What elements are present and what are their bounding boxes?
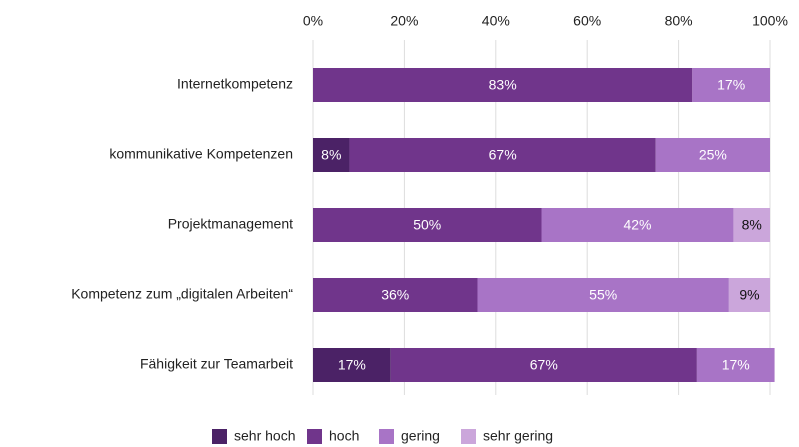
bar-segment xyxy=(733,208,770,242)
value-label: 25% xyxy=(699,147,727,163)
value-label: 67% xyxy=(489,147,517,163)
x-tick-label: 80% xyxy=(665,13,693,29)
bar-segment xyxy=(541,208,734,242)
value-label: 83% xyxy=(489,77,517,93)
value-label: 17% xyxy=(338,357,366,373)
bar-segment xyxy=(349,138,656,172)
value-label: 17% xyxy=(717,77,745,93)
value-label: 42% xyxy=(623,217,651,233)
value-label: 36% xyxy=(381,287,409,303)
bar-segment xyxy=(313,348,391,382)
bar-segment xyxy=(390,348,697,382)
bar-segment xyxy=(728,278,770,312)
legend-swatch xyxy=(307,429,322,444)
legend-swatch xyxy=(379,429,394,444)
bar-segment xyxy=(313,208,542,242)
legend-swatch xyxy=(212,429,227,444)
value-label: 67% xyxy=(530,357,558,373)
value-label: 55% xyxy=(589,287,617,303)
value-label: 8% xyxy=(742,217,762,233)
x-tick-label: 0% xyxy=(303,13,323,29)
category-label: Kompetenz zum „digitalen Arbeiten“ xyxy=(71,286,293,302)
category-label: Internetkompetenz xyxy=(177,76,293,92)
category-label: Fähigkeit zur Teamarbeit xyxy=(140,356,293,372)
x-tick-label: 40% xyxy=(482,13,510,29)
category-label: kommunikative Kompetenzen xyxy=(109,146,293,162)
x-tick-label: 100% xyxy=(752,13,788,29)
legend-label: sehr gering xyxy=(483,428,553,444)
legend-label: sehr hoch xyxy=(234,428,295,444)
value-label: 8% xyxy=(321,147,341,163)
x-tick-label: 60% xyxy=(573,13,601,29)
legend-label: gering xyxy=(401,428,440,444)
value-label: 50% xyxy=(413,217,441,233)
bar-segment xyxy=(696,348,775,382)
value-label: 9% xyxy=(739,287,759,303)
x-tick-label: 20% xyxy=(390,13,418,29)
bar-segment xyxy=(692,68,770,102)
bar-segment xyxy=(313,138,350,172)
category-label: Projektmanagement xyxy=(168,216,293,232)
legend-label: hoch xyxy=(329,428,359,444)
bar-segment xyxy=(655,138,770,172)
bar-segment xyxy=(313,278,478,312)
legend-swatch xyxy=(461,429,476,444)
bar-segment xyxy=(477,278,729,312)
bar-segment xyxy=(313,68,693,102)
value-label: 17% xyxy=(722,357,750,373)
